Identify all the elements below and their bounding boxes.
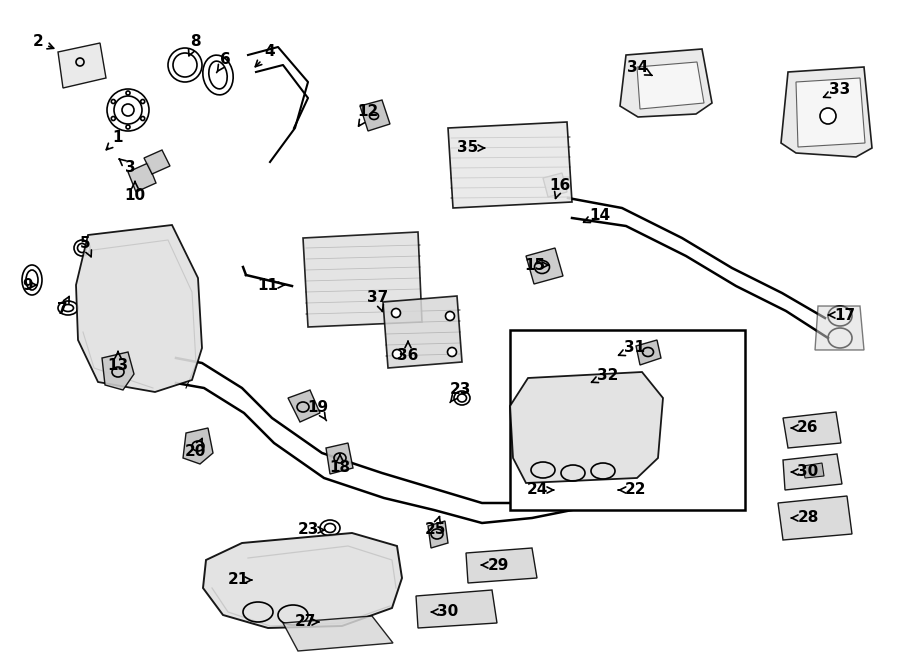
- Text: 35: 35: [457, 141, 484, 155]
- Text: 11: 11: [257, 278, 284, 293]
- Polygon shape: [76, 225, 202, 392]
- Text: 30: 30: [791, 465, 819, 479]
- Text: 12: 12: [357, 104, 379, 126]
- Polygon shape: [815, 306, 864, 350]
- Text: 20: 20: [184, 438, 206, 459]
- Polygon shape: [466, 548, 537, 583]
- Polygon shape: [510, 372, 663, 483]
- Text: 31: 31: [618, 340, 645, 356]
- Text: 27: 27: [294, 615, 319, 629]
- Polygon shape: [303, 232, 422, 327]
- Polygon shape: [428, 521, 448, 548]
- Polygon shape: [636, 340, 661, 365]
- Polygon shape: [796, 78, 865, 147]
- Text: 6: 6: [217, 52, 230, 73]
- Polygon shape: [781, 67, 872, 157]
- Polygon shape: [783, 454, 842, 490]
- Text: 5: 5: [80, 235, 92, 257]
- Text: 2: 2: [32, 34, 54, 50]
- Polygon shape: [778, 496, 852, 540]
- Text: 8: 8: [189, 34, 201, 56]
- Polygon shape: [360, 100, 390, 131]
- Text: 33: 33: [824, 83, 850, 98]
- Bar: [510, 330, 745, 510]
- Text: 14: 14: [583, 208, 610, 223]
- Polygon shape: [637, 62, 704, 109]
- Text: 1: 1: [106, 130, 123, 150]
- Text: 15: 15: [525, 258, 549, 272]
- Text: 28: 28: [791, 510, 819, 525]
- Ellipse shape: [446, 311, 454, 321]
- Text: 17: 17: [828, 307, 856, 323]
- Polygon shape: [203, 533, 402, 628]
- Polygon shape: [326, 443, 353, 474]
- Ellipse shape: [820, 108, 836, 124]
- Text: 18: 18: [329, 454, 351, 475]
- Polygon shape: [416, 590, 497, 628]
- Text: 4: 4: [256, 44, 275, 67]
- Text: 30: 30: [431, 605, 459, 619]
- Polygon shape: [526, 248, 563, 284]
- Text: 36: 36: [397, 341, 418, 362]
- Text: 19: 19: [308, 401, 328, 420]
- Text: 25: 25: [424, 516, 446, 537]
- Polygon shape: [58, 43, 106, 88]
- Ellipse shape: [392, 350, 401, 358]
- Text: 23: 23: [297, 522, 325, 537]
- Polygon shape: [128, 163, 156, 192]
- Ellipse shape: [392, 309, 400, 317]
- Polygon shape: [543, 173, 567, 197]
- Text: 22: 22: [618, 483, 646, 498]
- Text: 29: 29: [482, 557, 508, 572]
- Text: 9: 9: [22, 278, 37, 293]
- Polygon shape: [534, 478, 560, 503]
- Polygon shape: [144, 150, 170, 174]
- Ellipse shape: [447, 348, 456, 356]
- Polygon shape: [383, 296, 462, 368]
- Polygon shape: [620, 49, 712, 117]
- Text: 24: 24: [526, 483, 554, 498]
- Polygon shape: [183, 428, 213, 464]
- Polygon shape: [783, 412, 841, 448]
- Text: 34: 34: [627, 61, 652, 75]
- Text: 23: 23: [449, 383, 471, 403]
- Polygon shape: [448, 122, 572, 208]
- Text: 32: 32: [591, 368, 618, 383]
- Text: 16: 16: [549, 178, 571, 198]
- Text: 26: 26: [791, 420, 819, 436]
- Text: 7: 7: [57, 297, 69, 317]
- Text: 13: 13: [107, 352, 129, 373]
- Text: 10: 10: [124, 181, 146, 202]
- Polygon shape: [102, 352, 134, 390]
- Polygon shape: [803, 463, 824, 478]
- Polygon shape: [283, 616, 393, 651]
- Text: 37: 37: [367, 290, 389, 311]
- Text: 3: 3: [119, 159, 135, 176]
- Text: 21: 21: [228, 572, 252, 588]
- Polygon shape: [288, 390, 320, 422]
